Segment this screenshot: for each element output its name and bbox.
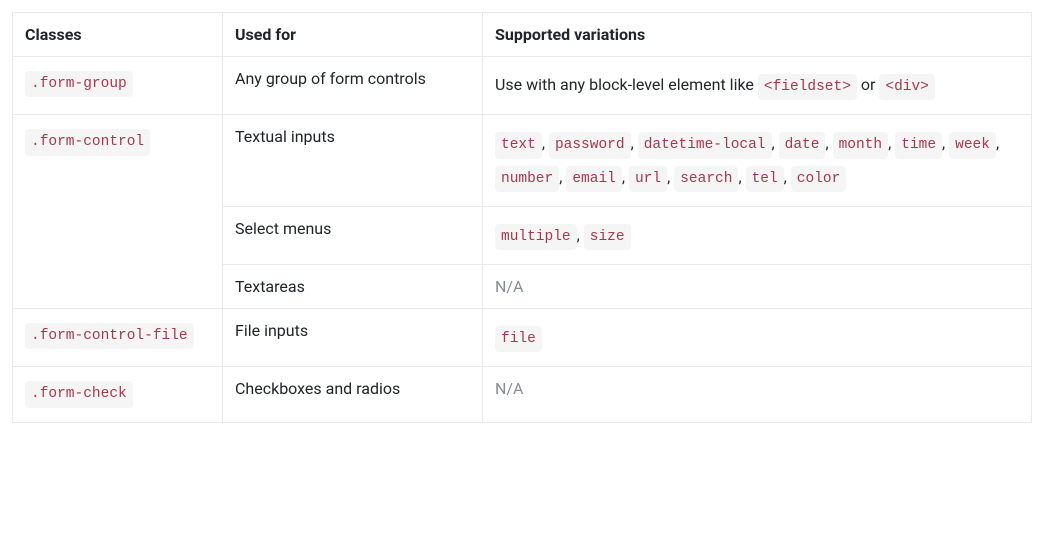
joiner: ,: [577, 225, 584, 244]
table-row: .form-control-file File inputs file: [13, 309, 1032, 367]
cell-class: .form-control: [13, 115, 223, 309]
variation-code: text: [495, 132, 542, 158]
joiner: ,: [667, 167, 674, 186]
variation-code: date: [779, 132, 826, 158]
col-header-used-for: Used for: [223, 13, 483, 57]
cell-used-for: File inputs: [223, 309, 483, 367]
variation-code: time: [895, 132, 942, 158]
joiner: ,: [825, 133, 832, 152]
variation-code: file: [495, 326, 542, 352]
table-row: .form-check Checkboxes and radios N/A: [13, 367, 1032, 422]
cell-variations: N/A: [483, 265, 1032, 309]
class-code: .form-check: [25, 381, 133, 407]
table-body: .form-group Any group of form controls U…: [13, 57, 1032, 423]
joiner: ,: [772, 133, 779, 152]
variation-code: month: [833, 132, 889, 158]
variation-code: password: [549, 132, 631, 158]
cell-variations: multiple, size: [483, 206, 1032, 264]
variation-code: <div>: [879, 74, 935, 100]
joiner: ,: [996, 133, 999, 152]
joiner: or: [857, 75, 879, 94]
joiner: ,: [784, 167, 791, 186]
joiner: ,: [542, 133, 549, 152]
variation-code: email: [566, 166, 622, 192]
col-header-variations: Supported variations: [483, 13, 1032, 57]
cell-variations: N/A: [483, 367, 1032, 422]
cell-used-for: Textual inputs: [223, 115, 483, 207]
cell-variations: text, password, datetime-local, date, mo…: [483, 115, 1032, 207]
cell-variations: file: [483, 309, 1032, 367]
cell-used-for: Textareas: [223, 265, 483, 309]
variations-prefix: Use with any block-level element like: [495, 75, 758, 94]
class-code: .form-control: [25, 129, 150, 155]
joiner: ,: [631, 133, 638, 152]
cell-used-for: Any group of form controls: [223, 57, 483, 115]
variation-code: search: [674, 166, 738, 192]
variation-code: url: [629, 166, 667, 192]
variation-code: number: [495, 166, 559, 192]
variation-code: datetime-local: [638, 132, 772, 158]
cell-used-for: Select menus: [223, 206, 483, 264]
joiner: ,: [888, 133, 895, 152]
class-code: .form-group: [25, 71, 133, 97]
cell-class: .form-control-file: [13, 309, 223, 367]
joiner: ,: [942, 133, 949, 152]
variation-code: size: [584, 224, 631, 250]
na-text: N/A: [495, 277, 523, 296]
col-header-classes: Classes: [13, 13, 223, 57]
joiner: ,: [559, 167, 566, 186]
table-header-row: Classes Used for Supported variations: [13, 13, 1032, 57]
class-code: .form-control-file: [25, 323, 194, 349]
form-classes-table: Classes Used for Supported variations .f…: [12, 12, 1032, 423]
joiner: ,: [738, 167, 745, 186]
cell-variations: Use with any block-level element like <f…: [483, 57, 1032, 115]
variation-code: week: [949, 132, 996, 158]
variation-code: tel: [746, 166, 784, 192]
variation-code: color: [791, 166, 847, 192]
cell-class: .form-group: [13, 57, 223, 115]
na-text: N/A: [495, 379, 523, 398]
cell-class: .form-check: [13, 367, 223, 422]
variation-code: multiple: [495, 224, 577, 250]
table-row: .form-control Textual inputs text, passw…: [13, 115, 1032, 207]
cell-used-for: Checkboxes and radios: [223, 367, 483, 422]
variation-code: <fieldset>: [758, 74, 857, 100]
joiner: ,: [622, 167, 629, 186]
table-row: .form-group Any group of form controls U…: [13, 57, 1032, 115]
